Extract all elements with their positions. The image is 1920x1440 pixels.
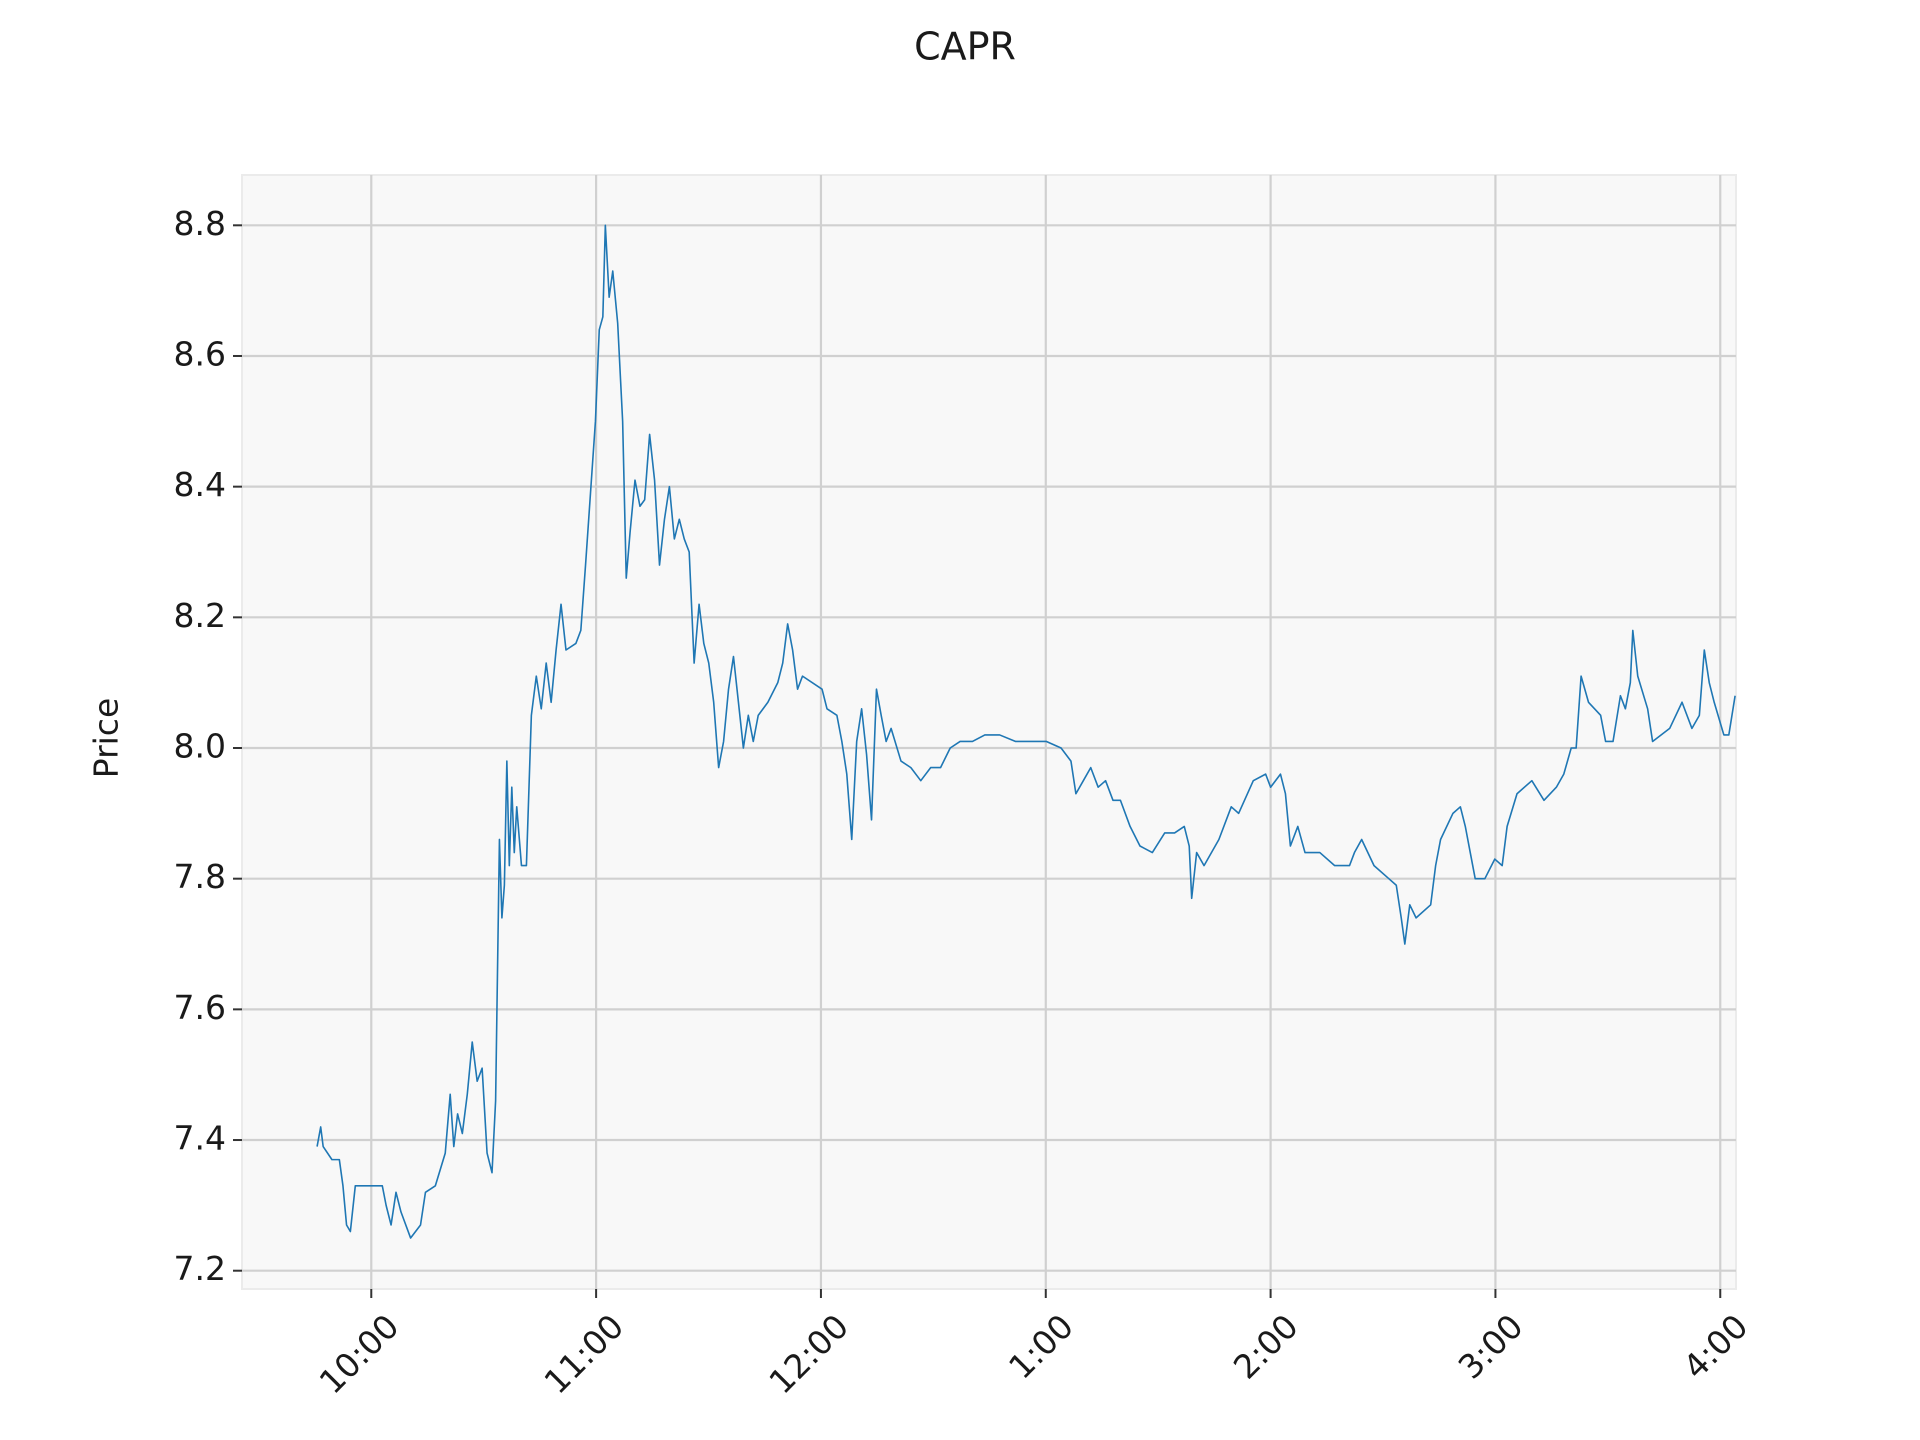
y-tick-label: 8.8: [174, 204, 226, 243]
y-tick-label: 7.2: [174, 1249, 226, 1288]
x-tick-label: 10:00: [312, 1307, 407, 1402]
y-tick-label: 8.2: [174, 596, 226, 635]
x-tick-label: 1:00: [1001, 1307, 1081, 1387]
y-tick-label: 8.4: [174, 465, 226, 504]
x-tick-label: 12:00: [761, 1307, 856, 1402]
y-tick-label: 7.8: [174, 857, 226, 896]
y-tick-label: 7.6: [174, 988, 226, 1027]
x-tick-label: 11:00: [536, 1307, 631, 1402]
y-axis-label: Price: [87, 698, 126, 779]
y-tick-label: 7.4: [174, 1119, 226, 1158]
y-tick-label: 8.0: [174, 727, 226, 766]
price-line: [316, 224, 1736, 1239]
x-tick-label: 4:00: [1675, 1307, 1755, 1387]
y-tick-label: 8.6: [174, 334, 226, 373]
x-tick-label: 3:00: [1451, 1307, 1531, 1387]
x-tick-label: 2:00: [1226, 1307, 1306, 1387]
chart-title: CAPR: [914, 25, 1016, 69]
plot-area: [241, 174, 1737, 1290]
